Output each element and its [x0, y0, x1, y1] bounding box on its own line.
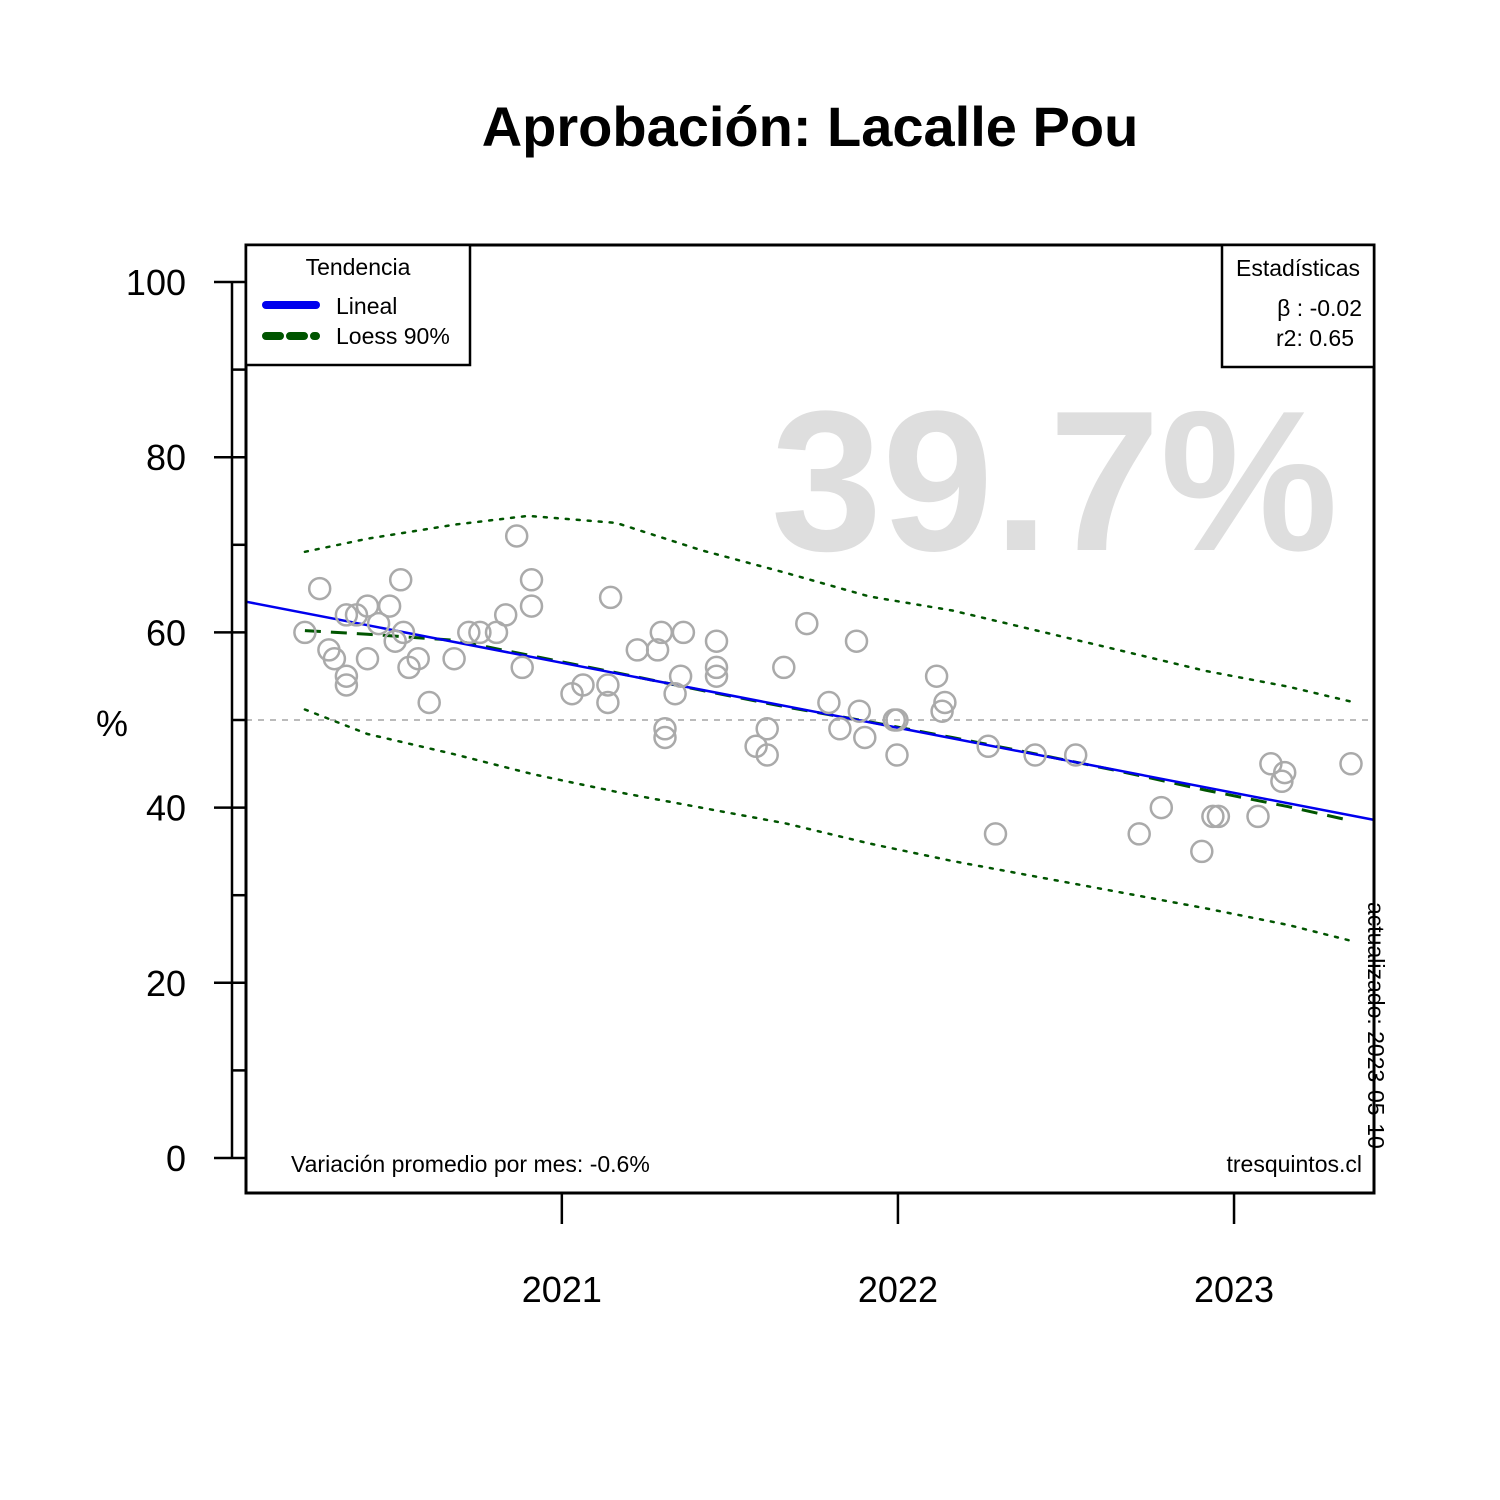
- data-point: [1127, 822, 1151, 846]
- data-point: [671, 620, 696, 645]
- y-axis-label: %: [96, 703, 128, 744]
- data-point: [307, 576, 332, 601]
- stats-beta: β : -0.02: [1277, 295, 1362, 321]
- stats-r2: r2: 0.65: [1276, 325, 1354, 351]
- data-point: [1339, 752, 1363, 776]
- current-approval-value: 39.7%: [771, 370, 1338, 593]
- x-tick-label: 2022: [858, 1269, 938, 1310]
- chart-title: Aprobación: Lacalle Pou: [482, 95, 1139, 158]
- data-point: [704, 664, 729, 688]
- data-point: [334, 673, 359, 697]
- data-point: [983, 822, 1008, 846]
- updated-date: actualizado: 2023-05-10: [1363, 902, 1389, 1149]
- data-point: [366, 611, 391, 636]
- y-tick-label: 80: [146, 437, 186, 478]
- data-point: [510, 655, 534, 680]
- data-point: [844, 629, 869, 653]
- data-point: [468, 620, 492, 645]
- stats-legend-box: [1220, 243, 1376, 369]
- data-point: [1149, 795, 1174, 820]
- data-point: [668, 664, 693, 688]
- data-point: [457, 620, 481, 645]
- y-tick-label: 60: [146, 612, 186, 653]
- data-point: [1023, 743, 1047, 767]
- data-point: [293, 620, 317, 645]
- data-point: [924, 664, 949, 688]
- data-point: [1190, 839, 1214, 864]
- data-point: [772, 655, 796, 680]
- data-point: [704, 655, 729, 680]
- data-point: [885, 708, 909, 732]
- monthly-variation-note: Variación promedio por mes: -0.6%: [291, 1151, 650, 1177]
- data-point: [847, 699, 872, 723]
- data-point: [596, 690, 620, 715]
- data-point: [406, 646, 430, 671]
- data-point: [391, 620, 416, 645]
- data-points-layer: [293, 524, 1363, 864]
- data-point: [653, 725, 677, 750]
- y-axis: 0 20 40 60 80 100: [126, 262, 246, 1179]
- data-point: [334, 603, 359, 627]
- x-axis: 2021 2022 2023: [522, 1193, 1274, 1310]
- data-point: [645, 638, 670, 662]
- data-point: [322, 646, 347, 671]
- y-tick-label: 20: [146, 963, 186, 1004]
- data-point: [388, 568, 413, 592]
- data-point: [1246, 804, 1270, 829]
- data-point: [383, 629, 407, 653]
- data-point: [1206, 804, 1231, 829]
- data-point: [442, 646, 466, 671]
- data-point: [598, 585, 623, 610]
- data-point: [493, 603, 518, 627]
- linear-trend-line: [245, 600, 1375, 822]
- loess-band-layer: [303, 514, 1353, 943]
- legend-label-linear: Lineal: [336, 293, 397, 319]
- data-point: [519, 568, 544, 592]
- x-tick-label: 2023: [1194, 1269, 1274, 1310]
- loess-trend-line: [304, 629, 1352, 823]
- data-point: [755, 717, 779, 741]
- data-point: [933, 690, 957, 715]
- data-point: [828, 717, 852, 741]
- data-point: [976, 734, 1000, 759]
- data-point: [571, 673, 595, 697]
- stats-legend-title: Estadísticas: [1236, 255, 1360, 281]
- data-point: [663, 681, 687, 706]
- data-point: [355, 646, 380, 671]
- data-point: [417, 690, 441, 715]
- data-point: [853, 725, 877, 750]
- data-point: [1201, 804, 1225, 829]
- data-point: [795, 611, 819, 636]
- data-point: [504, 524, 529, 548]
- data-point: [755, 743, 779, 767]
- data-point: [653, 717, 677, 741]
- data-point: [377, 594, 402, 618]
- data-point: [334, 664, 359, 688]
- legend-label-loess: Loess 90%: [336, 323, 450, 349]
- data-point: [596, 673, 620, 697]
- loess-upper-bound: [303, 514, 1353, 703]
- x-tick-label: 2021: [522, 1269, 602, 1310]
- y-tick-label: 100: [126, 262, 186, 303]
- data-point: [817, 690, 841, 715]
- data-point: [519, 594, 544, 618]
- data-point: [1063, 743, 1088, 767]
- y-tick-label: 40: [146, 788, 186, 829]
- trend-legend-title: Tendencia: [306, 254, 411, 280]
- trend-legend: Tendencia Lineal Loess 90%: [244, 243, 472, 367]
- y-tick-label: 0: [166, 1138, 186, 1179]
- data-point: [704, 629, 729, 653]
- loess-lower-bound: [303, 708, 1353, 943]
- data-point: [625, 638, 650, 662]
- data-point: [1272, 760, 1297, 785]
- data-point: [885, 743, 909, 767]
- stats-legend: Estadísticas β : -0.02 r2: 0.65: [1220, 243, 1376, 369]
- source-credit: tresquintos.cl: [1226, 1151, 1362, 1177]
